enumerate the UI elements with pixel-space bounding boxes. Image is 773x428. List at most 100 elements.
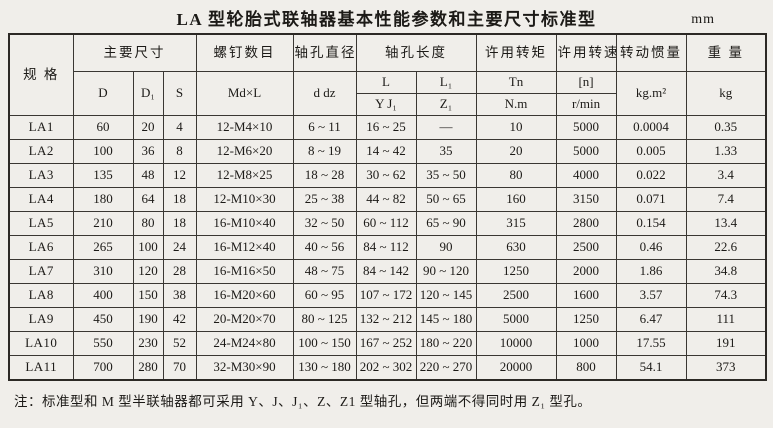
- table-cell: 5000: [555, 139, 617, 164]
- table-cell: 2500: [475, 283, 557, 308]
- table-cell: 6 ~ 11: [292, 115, 357, 140]
- table-cell: 32 ~ 50: [292, 211, 357, 236]
- table-cell: 630: [475, 235, 557, 260]
- col-header-kg: kg: [685, 71, 767, 116]
- table-cell: 35 ~ 50: [415, 163, 477, 188]
- table-cell: 20: [475, 139, 557, 164]
- table-cell: 100: [72, 139, 134, 164]
- table-row: LA1 60 20 4 12-M4×10 6 ~ 11 16 ~ 25—10 5000 0.00…: [8, 115, 767, 140]
- table-cell: 35: [415, 139, 477, 164]
- table-cell: 2000: [555, 259, 617, 284]
- table-cell: 90 ~ 120: [415, 259, 477, 284]
- table-cell: 48: [132, 163, 164, 188]
- table-cell: 310: [72, 259, 134, 284]
- col-header-main-dims: 主要尺寸: [72, 33, 197, 72]
- table-cell: 60 ~ 112: [355, 211, 417, 236]
- unit-label: mm: [691, 12, 715, 27]
- table-cell: 52: [162, 331, 197, 356]
- table-cell: 220 ~ 270: [415, 355, 477, 381]
- table-cell: 120: [132, 259, 164, 284]
- header-row-symbols: D D₁ S Md×L d dz L L₁ Tn [n] kg.m² kg: [9, 71, 767, 116]
- table-cell: 42: [162, 307, 197, 332]
- table-cell: LA2: [8, 139, 74, 164]
- table-header: 规 格 主要尺寸 螺钉数目 轴孔直径 轴孔长度 许用转矩 许用转速 转动惯量 重…: [8, 33, 767, 116]
- table-cell: 2500: [555, 235, 617, 260]
- table-cell: 190: [132, 307, 164, 332]
- table-cell: 60 ~ 95: [292, 283, 357, 308]
- col-header-rmin: r/min: [555, 93, 617, 116]
- col-header-speed: 许用转速: [555, 33, 617, 72]
- col-header-n: [n]: [555, 71, 617, 94]
- table-cell: 12-M8×25: [195, 163, 294, 188]
- table-cell: 1.33: [685, 139, 767, 164]
- table-cell: 84 ~ 112: [355, 235, 417, 260]
- table-cell: 48 ~ 75: [292, 259, 357, 284]
- table-cell: 107 ~ 172: [355, 283, 417, 308]
- table-cell: 5000: [555, 115, 617, 140]
- table-cell: LA5: [8, 211, 74, 236]
- col-header-Nm: N.m: [475, 93, 557, 116]
- table-cell: 38: [162, 283, 197, 308]
- table-cell: 10: [475, 115, 557, 140]
- table-cell: 0.005: [615, 139, 687, 164]
- table-cell: 20: [132, 115, 164, 140]
- col-header-L: L: [355, 71, 417, 94]
- table-cell: 4: [162, 115, 197, 140]
- table-cell: 74.3: [685, 283, 767, 308]
- table-row: LA11 700 280 70 32-M30×90 130 ~ 180 202 ~ 302 2…: [8, 355, 767, 381]
- footnote: 注：标准型和 M 型半联轴器都可采用 Y、J、J₁、Z、Z1 型轴孔，但两端不得…: [14, 394, 592, 409]
- table-cell: 1250: [475, 259, 557, 284]
- table-cell: 32-M30×90: [195, 355, 294, 381]
- table-cell: LA8: [8, 283, 74, 308]
- table-cell: —: [415, 115, 477, 140]
- table-cell: 20000: [475, 355, 557, 381]
- table-row: LA6 265 100 24 16-M12×40 40 ~ 56 84 ~ 112 90 630…: [8, 235, 767, 260]
- table-cell: 1000: [555, 331, 617, 356]
- table-cell: 24-M24×80: [195, 331, 294, 356]
- col-header-YJ1: Y J₁: [355, 93, 417, 116]
- table-cell: 12-M4×10: [195, 115, 294, 140]
- table-cell: 18: [162, 211, 197, 236]
- table-cell: 7.4: [685, 187, 767, 212]
- table-cell: 16-M10×40: [195, 211, 294, 236]
- table-row: LA2 100 36 8 12-M6×20 8 ~ 19 14 ~ 42 35 20 5000 0.…: [8, 139, 767, 164]
- col-header-kgm2: kg.m²: [615, 71, 687, 116]
- table-cell: 111: [685, 307, 767, 332]
- table-cell: 64: [132, 187, 164, 212]
- coupling-spec-table: 规 格 主要尺寸 螺钉数目 轴孔直径 轴孔长度 许用转矩 许用转速 转动惯量 重…: [8, 33, 768, 381]
- table-cell: 120 ~ 145: [415, 283, 477, 308]
- table-cell: 0.35: [685, 115, 767, 140]
- table-cell: LA1: [8, 115, 74, 140]
- table-cell: 3.57: [615, 283, 687, 308]
- table-cell: 700: [72, 355, 134, 381]
- table-cell: 6.47: [615, 307, 687, 332]
- table-row: LA10 550 230 52 24-M24×80 100 ~ 150 167 ~ 252 1…: [8, 331, 767, 356]
- table-cell: 210: [72, 211, 134, 236]
- col-header-D1: D₁: [132, 71, 164, 116]
- table-cell: LA4: [8, 187, 74, 212]
- table-cell: 84 ~ 142: [355, 259, 417, 284]
- col-header-bore-length: 轴孔长度: [355, 33, 477, 72]
- table-cell: 3.4: [685, 163, 767, 188]
- table-cell: 44 ~ 82: [355, 187, 417, 212]
- table-cell: 550: [72, 331, 134, 356]
- table-cell: 14 ~ 42: [355, 139, 417, 164]
- table-cell: 1.86: [615, 259, 687, 284]
- table-cell: 202 ~ 302: [355, 355, 417, 381]
- table-cell: 36: [132, 139, 164, 164]
- table-cell: 18: [162, 187, 197, 212]
- table-cell: 16-M12×40: [195, 235, 294, 260]
- table-cell: 0.071: [615, 187, 687, 212]
- table-cell: 16-M16×50: [195, 259, 294, 284]
- table-cell: 30 ~ 62: [355, 163, 417, 188]
- table-cell: 1600: [555, 283, 617, 308]
- col-header-Tn: Tn: [475, 71, 557, 94]
- table-body: LA1 60 20 4 12-M4×10 6 ~ 11 16 ~ 25—10 5000 0.00…: [8, 115, 767, 381]
- table-cell: 280: [132, 355, 164, 381]
- table-row: LA5 210 80 18 16-M10×40 32 ~ 50 60 ~ 112 65 ~ 9…: [8, 211, 767, 236]
- table-cell: 180 ~ 220: [415, 331, 477, 356]
- table-cell: 20-M20×70: [195, 307, 294, 332]
- col-header-inertia: 转动惯量: [615, 33, 687, 72]
- col-header-MdxL: Md×L: [195, 71, 294, 116]
